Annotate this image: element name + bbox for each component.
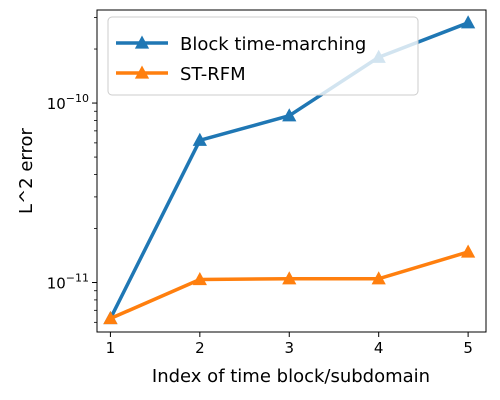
legend-box [107,16,419,96]
legend-label: ST-RFM [180,64,246,85]
y-tick-exponent: −11 [66,272,89,285]
x-tick-label: 3 [284,339,294,357]
x-tick-label: 2 [195,339,205,357]
x-tick-label: 1 [106,339,116,357]
legend-marker [134,65,150,79]
axes-frame [96,9,487,333]
y-tick-exponent: −10 [66,92,89,105]
series-2 [103,244,476,325]
data-point-marker [460,15,476,29]
y-tick-label: 10−10 [47,92,89,113]
x-axis-label: Index of time block/subdomain [152,366,430,387]
legend-label: Block time-marching [180,34,366,55]
x-tick-label: 4 [374,339,384,357]
data-point-marker [282,271,297,285]
data-point-marker [460,244,476,258]
data-point-marker [371,271,386,285]
data-point-marker [192,132,207,146]
y-axis-label: L^2 error [16,127,37,213]
legend-marker [134,35,150,49]
data-point-marker [192,271,207,286]
legend: Block time-marching ST-RFM [107,16,419,96]
series-line [109,250,469,321]
data-point-marker [103,311,118,325]
data-point-marker [282,108,297,122]
y-tick-label: 10−11 [47,272,89,293]
y-tick-base: 10 [47,95,66,113]
y-tick-base: 10 [47,275,66,293]
x-tick-label: 5 [463,339,473,357]
